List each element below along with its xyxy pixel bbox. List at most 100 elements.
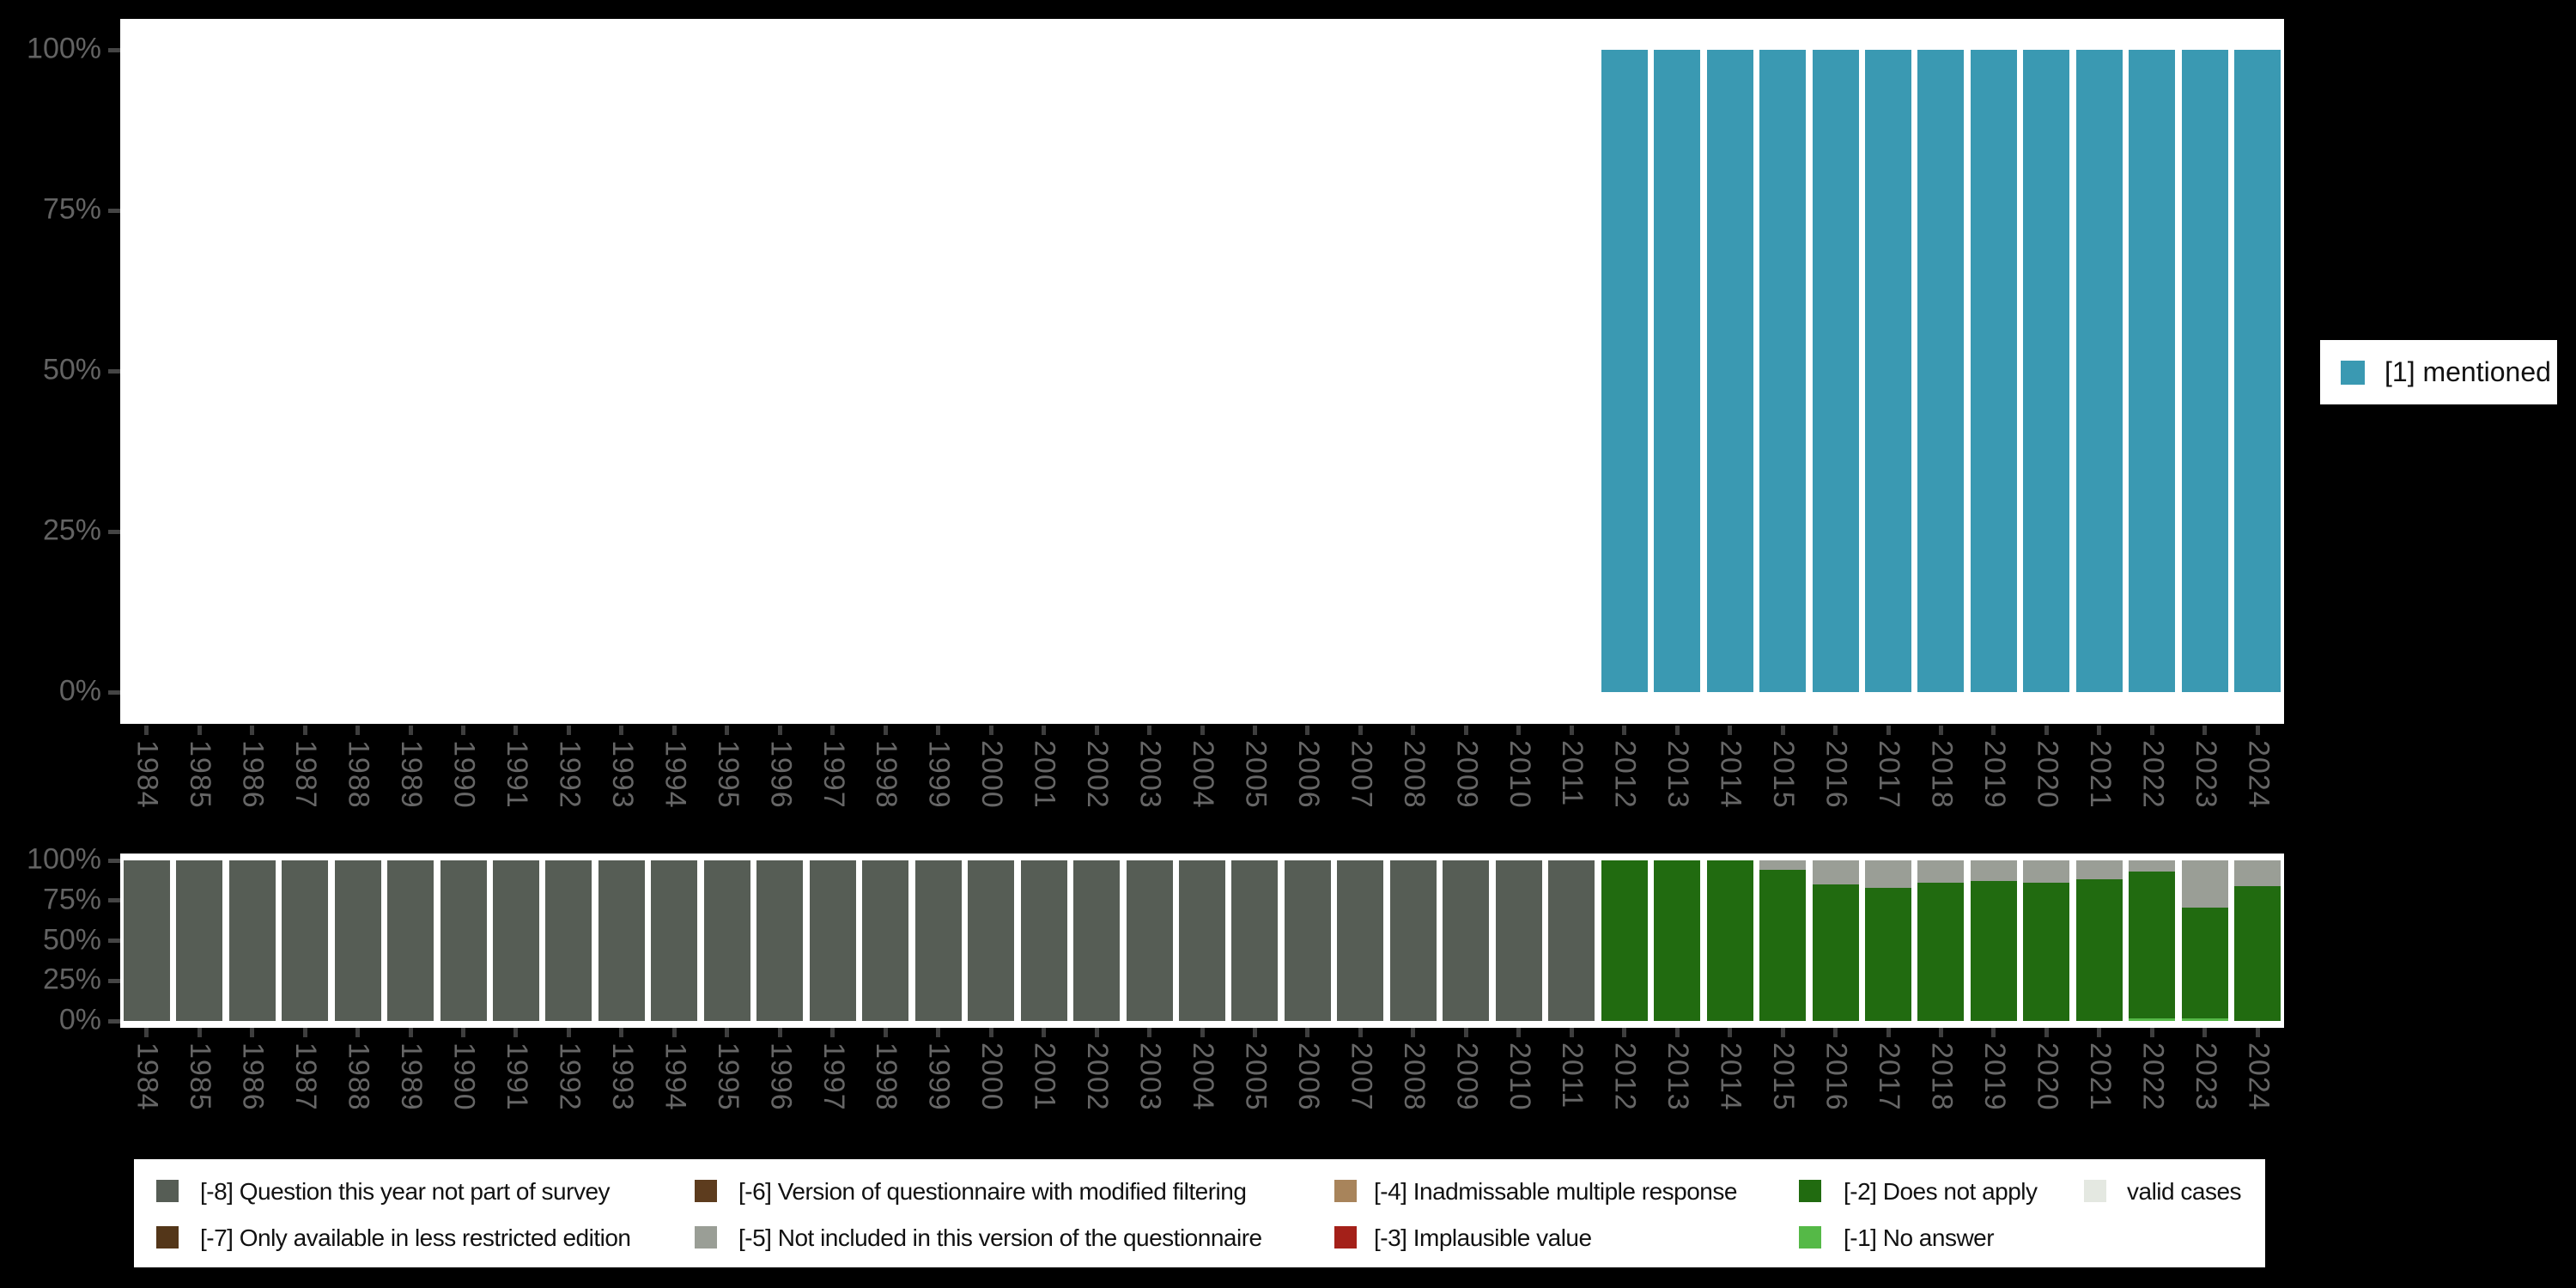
x-tick-label-year: 1990 <box>447 740 481 809</box>
segment-2016--2 <box>1812 884 1859 1021</box>
segment-2015--5 <box>1759 860 1807 871</box>
x-tick-label-year: 1985 <box>184 740 217 809</box>
x-tick-mark <box>883 726 888 735</box>
y-tick-mark <box>108 898 120 903</box>
y-tick-label: 100% <box>27 32 101 65</box>
segment-1998--8 <box>862 860 909 1021</box>
segment-2012--2 <box>1601 860 1648 1021</box>
x-tick-label-year: 1998 <box>870 1042 903 1111</box>
segment-2018--2 <box>1917 883 1965 1021</box>
y-tick-mark <box>108 529 120 534</box>
x-tick-mark <box>988 1028 993 1037</box>
x-tick-label-year: 1992 <box>553 1042 586 1111</box>
x-tick-mark <box>2097 1028 2102 1037</box>
x-tick-label-year: 2017 <box>1873 740 1906 809</box>
x-tick-label-year: 1997 <box>817 1042 850 1111</box>
x-tick-label-year: 2014 <box>1714 740 1747 809</box>
x-tick-mark <box>725 1028 730 1037</box>
segment-1989--8 <box>387 860 434 1021</box>
x-tick-mark <box>144 726 149 735</box>
x-tick-mark <box>1094 1028 1099 1037</box>
x-tick-label-year: 1989 <box>395 740 428 809</box>
x-tick-mark <box>2044 726 2049 735</box>
bar-2015 <box>1759 50 1807 692</box>
segment-2023--1 <box>2181 1018 2228 1021</box>
y-tick-mark <box>108 368 120 374</box>
legend-swatch-4 <box>1334 1180 1357 1202</box>
x-tick-mark <box>197 726 202 735</box>
x-tick-label-year: 2022 <box>2136 1042 2170 1111</box>
segment-1996--8 <box>756 860 804 1021</box>
x-tick-label-year: 1986 <box>236 740 270 809</box>
x-tick-mark <box>936 726 941 735</box>
x-tick-label-year: 2001 <box>1028 1042 1061 1111</box>
y-tick-label: 50% <box>42 923 101 957</box>
segment-2007--8 <box>1337 860 1384 1021</box>
x-tick-label-year: 2010 <box>1503 740 1536 809</box>
x-tick-mark <box>1358 726 1363 735</box>
legend-label-4: [-4] Inadmissable multiple response <box>1374 1178 1737 1205</box>
segment-2014--2 <box>1706 860 1753 1021</box>
segment-2015--2 <box>1759 870 1807 1021</box>
x-tick-mark <box>1833 1028 1838 1037</box>
x-tick-label-year: 1995 <box>711 740 744 809</box>
x-tick-label-year: 1988 <box>342 1042 375 1111</box>
segment-2013--2 <box>1654 860 1701 1021</box>
x-tick-label-year: 2002 <box>1081 740 1115 809</box>
segment-2001--8 <box>1020 860 1067 1021</box>
x-tick-label-year: 1987 <box>289 1042 323 1111</box>
bar-2023 <box>2181 50 2228 692</box>
bar-2012 <box>1601 50 1648 692</box>
segment-2000--8 <box>968 860 1015 1021</box>
x-tick-label-year: 1997 <box>817 740 850 809</box>
x-tick-mark <box>2149 1028 2154 1037</box>
x-tick-mark <box>883 1028 888 1037</box>
x-tick-mark <box>1147 1028 1152 1037</box>
x-tick-mark <box>302 1028 307 1037</box>
x-tick-label-year: 2014 <box>1714 1042 1747 1111</box>
x-tick-label-year: 2009 <box>1450 740 1484 809</box>
segment-2022--1 <box>2129 1018 2176 1021</box>
segment-1991--8 <box>492 860 539 1021</box>
legend-label-7: [-1] No answer <box>1844 1224 1995 1251</box>
x-tick-label-year: 2000 <box>975 740 1009 809</box>
legend-label-8: valid cases <box>2127 1178 2242 1205</box>
x-tick-mark <box>1042 726 1047 735</box>
bar-2024 <box>2234 50 2281 692</box>
x-tick-mark <box>1728 726 1733 735</box>
x-tick-label-year: 2007 <box>1345 740 1378 809</box>
x-tick-label-year: 2013 <box>1662 1042 1695 1111</box>
x-tick-mark <box>1516 1028 1522 1037</box>
x-tick-mark <box>1780 726 1785 735</box>
x-tick-label-year: 2018 <box>1925 1042 1959 1111</box>
segment-2006--8 <box>1284 860 1331 1021</box>
x-tick-label-year: 2023 <box>2189 1042 2222 1111</box>
x-tick-mark <box>1147 726 1152 735</box>
segment-1992--8 <box>545 860 592 1021</box>
x-tick-label-year: 2021 <box>2083 740 2117 809</box>
segment-2021--2 <box>2075 879 2123 1021</box>
x-tick-mark <box>777 726 782 735</box>
segment-1999--8 <box>914 860 962 1021</box>
y-tick-label: 0% <box>58 674 101 708</box>
segment-2008--8 <box>1389 860 1437 1021</box>
segment-2016--5 <box>1812 860 1859 885</box>
x-tick-label-year: 2011 <box>1556 1042 1589 1109</box>
x-tick-mark <box>1569 1028 1574 1037</box>
x-tick-mark <box>355 1028 361 1037</box>
bar-2021 <box>2075 50 2123 692</box>
x-tick-label-year: 2008 <box>1397 740 1431 809</box>
x-tick-mark <box>777 1028 782 1037</box>
y-tick-mark <box>108 208 120 213</box>
x-tick-label-year: 1999 <box>922 1042 956 1111</box>
x-tick-label-year: 2022 <box>2136 740 2170 809</box>
segment-1997--8 <box>809 860 856 1021</box>
x-tick-label-year: 1990 <box>447 1042 481 1111</box>
x-tick-mark <box>671 726 677 735</box>
x-tick-label-year: 2005 <box>1239 740 1273 809</box>
segment-2010--8 <box>1495 860 1542 1021</box>
bar-2016 <box>1812 50 1859 692</box>
legend-swatch-8 <box>2084 1180 2106 1202</box>
x-tick-label-year: 1991 <box>500 1042 533 1111</box>
x-tick-mark <box>1042 1028 1047 1037</box>
